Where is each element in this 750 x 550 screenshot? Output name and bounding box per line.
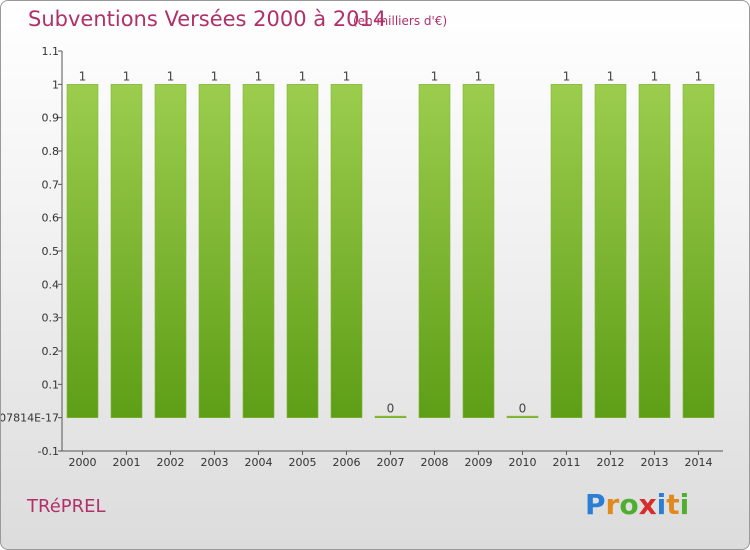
data-label: 1 <box>431 69 439 83</box>
y-tick-label: 0.5 <box>42 245 60 258</box>
bar <box>286 84 319 418</box>
chart-title: Subventions Versées 2000 à 2014 <box>28 7 387 31</box>
logo-letter: o <box>619 488 639 521</box>
y-tick-label: 0.2 <box>42 345 60 358</box>
data-label: 1 <box>255 69 263 83</box>
x-tick-label: 2007 <box>377 456 405 469</box>
data-label: 0 <box>519 402 527 416</box>
x-tick-label: 2003 <box>201 456 229 469</box>
y-tick-label: 0.9 <box>42 112 60 125</box>
x-tick-label: 2011 <box>553 456 581 469</box>
bar <box>330 84 363 418</box>
x-tick-label: 2002 <box>157 456 185 469</box>
data-label: 1 <box>123 69 131 83</box>
bar <box>462 84 495 418</box>
bar <box>418 84 451 418</box>
x-tick-label: 2012 <box>597 456 625 469</box>
bar <box>550 84 583 418</box>
proxiti-logo: Proxiti <box>585 488 689 521</box>
x-tick-label: 2010 <box>509 456 537 469</box>
data-label: 0 <box>387 402 395 416</box>
x-tick-label: 2001 <box>113 456 141 469</box>
data-label: 1 <box>695 69 703 83</box>
bar <box>506 415 539 418</box>
bar <box>110 84 143 418</box>
bar <box>682 84 715 418</box>
data-label: 1 <box>651 69 659 83</box>
x-tick-label: 2008 <box>421 456 449 469</box>
data-label: 1 <box>299 69 307 83</box>
bar <box>638 84 671 418</box>
data-label: 1 <box>167 69 175 83</box>
data-label: 1 <box>607 69 615 83</box>
chart-subtitle: (en milliers d'€) <box>353 14 448 28</box>
x-tick-label: 2006 <box>333 456 361 469</box>
x-tick-label: 2005 <box>289 456 317 469</box>
data-label: 1 <box>343 69 351 83</box>
commune-name: TRéPREL <box>27 496 106 517</box>
data-label: 1 <box>211 69 219 83</box>
data-label: 1 <box>79 69 87 83</box>
data-label: 1 <box>475 69 483 83</box>
bar <box>242 84 275 418</box>
y-tick-label: 0.3 <box>42 312 60 325</box>
x-tick-label: 2004 <box>245 456 273 469</box>
logo-letter: x <box>638 488 657 521</box>
y-tick-label: 1.3877787807814E-17 <box>1 412 59 425</box>
y-tick-label: 0.4 <box>42 278 60 291</box>
data-label: 1 <box>563 69 571 83</box>
y-tick-label: 0.7 <box>42 178 60 191</box>
x-tick-label: 2013 <box>641 456 669 469</box>
y-tick-label: -0.1 <box>38 445 59 458</box>
bar <box>66 84 99 418</box>
y-tick-label: 1.1 <box>42 45 60 58</box>
x-tick-label: 2014 <box>685 456 713 469</box>
y-tick-label: 0.8 <box>42 145 60 158</box>
bar <box>154 84 187 418</box>
logo-letter: r <box>605 488 620 521</box>
x-tick-label: 2000 <box>69 456 97 469</box>
logo-letter: i <box>656 488 667 521</box>
logo-letter: i <box>679 488 690 521</box>
bar <box>198 84 231 418</box>
logo-letter: P <box>585 488 606 521</box>
y-tick-label: 1 <box>52 78 59 91</box>
y-tick-label: 0.6 <box>42 212 60 225</box>
bar <box>594 84 627 418</box>
y-tick-label: 0.1 <box>42 378 60 391</box>
x-tick-label: 2009 <box>465 456 493 469</box>
bar <box>374 415 407 418</box>
logo-letter: t <box>666 488 680 521</box>
